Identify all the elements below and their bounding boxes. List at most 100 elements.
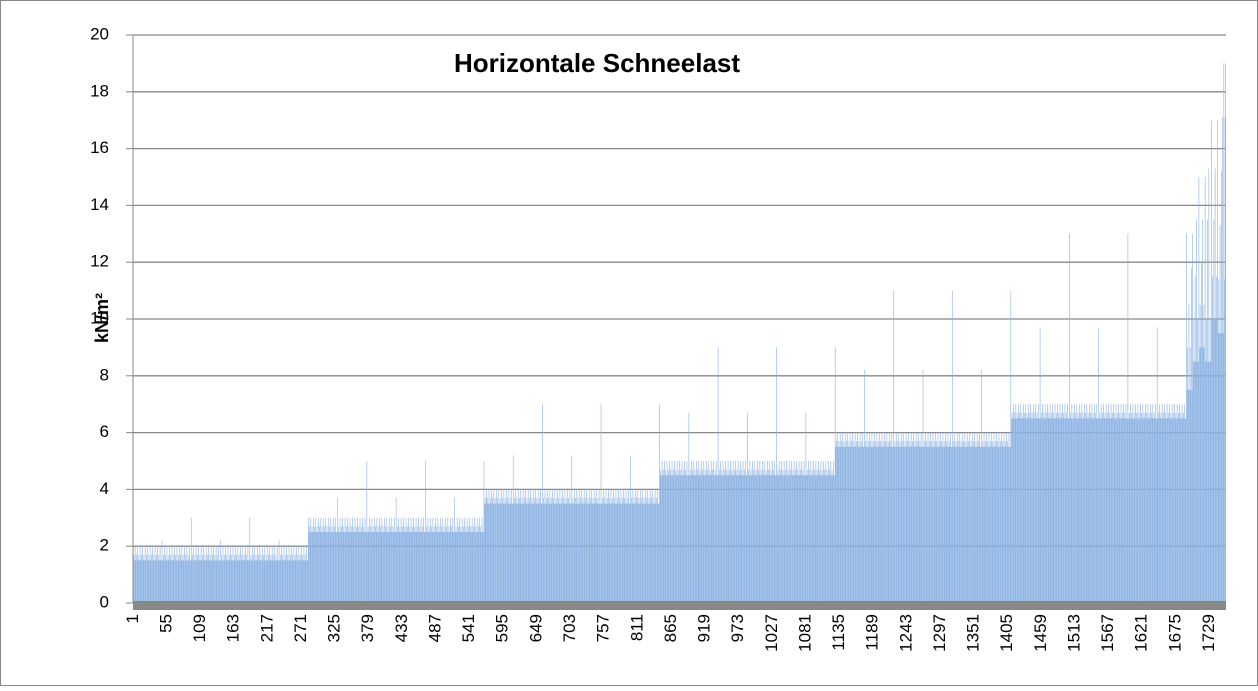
bar bbox=[889, 446, 891, 603]
bar bbox=[1150, 418, 1152, 603]
bar bbox=[763, 469, 764, 603]
bar bbox=[739, 475, 741, 603]
bar bbox=[1197, 319, 1198, 603]
bar bbox=[628, 489, 629, 603]
bar bbox=[1102, 418, 1104, 603]
bar bbox=[872, 441, 874, 603]
bar bbox=[428, 532, 429, 603]
bar bbox=[1044, 404, 1046, 603]
bar bbox=[619, 497, 621, 603]
bar bbox=[891, 432, 893, 603]
bar bbox=[962, 446, 964, 603]
x-tick-label: 811 bbox=[627, 614, 646, 641]
bar bbox=[658, 503, 659, 603]
bar bbox=[776, 475, 778, 603]
bar bbox=[1098, 418, 1100, 603]
bar bbox=[448, 526, 450, 603]
bar bbox=[157, 560, 159, 603]
bar bbox=[345, 532, 346, 603]
bar bbox=[765, 469, 767, 603]
bar bbox=[431, 532, 433, 603]
bar bbox=[1029, 412, 1030, 603]
bar bbox=[1016, 418, 1017, 603]
bar bbox=[711, 475, 713, 603]
bar bbox=[689, 475, 690, 603]
bar bbox=[446, 532, 448, 603]
bar bbox=[259, 546, 261, 603]
bar bbox=[957, 446, 959, 603]
bar bbox=[692, 469, 693, 603]
x-tick-label: 109 bbox=[190, 614, 209, 642]
bar bbox=[658, 503, 660, 603]
bar bbox=[985, 446, 987, 603]
bar bbox=[712, 475, 714, 603]
bar bbox=[534, 497, 535, 603]
bar bbox=[514, 497, 515, 603]
bar bbox=[1126, 418, 1127, 603]
bar bbox=[450, 517, 451, 603]
bar bbox=[892, 446, 893, 603]
bar bbox=[492, 503, 494, 603]
bar bbox=[490, 503, 492, 603]
bar bbox=[867, 446, 868, 603]
bar bbox=[557, 489, 558, 603]
bar bbox=[195, 560, 196, 603]
bar bbox=[851, 446, 853, 603]
bar bbox=[1054, 418, 1055, 603]
bar bbox=[388, 532, 389, 603]
bar bbox=[332, 517, 334, 603]
bar bbox=[453, 532, 454, 603]
bar bbox=[940, 432, 941, 603]
bar bbox=[374, 532, 376, 603]
bar bbox=[932, 446, 933, 603]
bar bbox=[230, 560, 232, 603]
bar bbox=[1062, 418, 1064, 603]
bar bbox=[706, 475, 708, 603]
bar bbox=[760, 469, 762, 603]
bar bbox=[257, 560, 259, 603]
bar bbox=[275, 554, 277, 603]
y-axis-label: kN/m² bbox=[92, 293, 112, 343]
bar bbox=[728, 475, 730, 603]
bar bbox=[1098, 327, 1099, 603]
bar bbox=[797, 469, 799, 603]
bar bbox=[1138, 418, 1139, 603]
bar bbox=[517, 503, 518, 603]
bar bbox=[968, 441, 969, 603]
bar bbox=[1224, 279, 1225, 603]
bar bbox=[238, 554, 240, 603]
bar bbox=[494, 497, 496, 603]
bar bbox=[415, 532, 416, 603]
bar bbox=[227, 560, 228, 603]
bar bbox=[405, 517, 407, 603]
bar bbox=[735, 461, 736, 603]
bar bbox=[1221, 171, 1222, 603]
bar bbox=[722, 475, 723, 603]
bar bbox=[586, 489, 588, 603]
bar bbox=[158, 554, 160, 603]
bar bbox=[203, 560, 205, 603]
bar bbox=[496, 503, 498, 603]
bar bbox=[436, 532, 438, 603]
bar bbox=[201, 560, 203, 603]
bar bbox=[207, 560, 209, 603]
bar bbox=[317, 517, 319, 603]
bar bbox=[950, 432, 951, 603]
bar bbox=[1063, 412, 1065, 603]
bar bbox=[1062, 404, 1063, 603]
bar bbox=[822, 475, 824, 603]
bar bbox=[1113, 418, 1115, 603]
bar bbox=[492, 497, 493, 603]
bar bbox=[212, 560, 214, 603]
bar bbox=[1189, 390, 1190, 603]
bar bbox=[407, 526, 408, 603]
bar bbox=[347, 517, 348, 603]
bar bbox=[833, 475, 835, 603]
bar bbox=[864, 446, 866, 603]
bar bbox=[1025, 404, 1027, 603]
bar bbox=[978, 446, 980, 603]
bar bbox=[944, 446, 946, 603]
bar bbox=[1186, 390, 1188, 603]
bar bbox=[828, 475, 830, 603]
